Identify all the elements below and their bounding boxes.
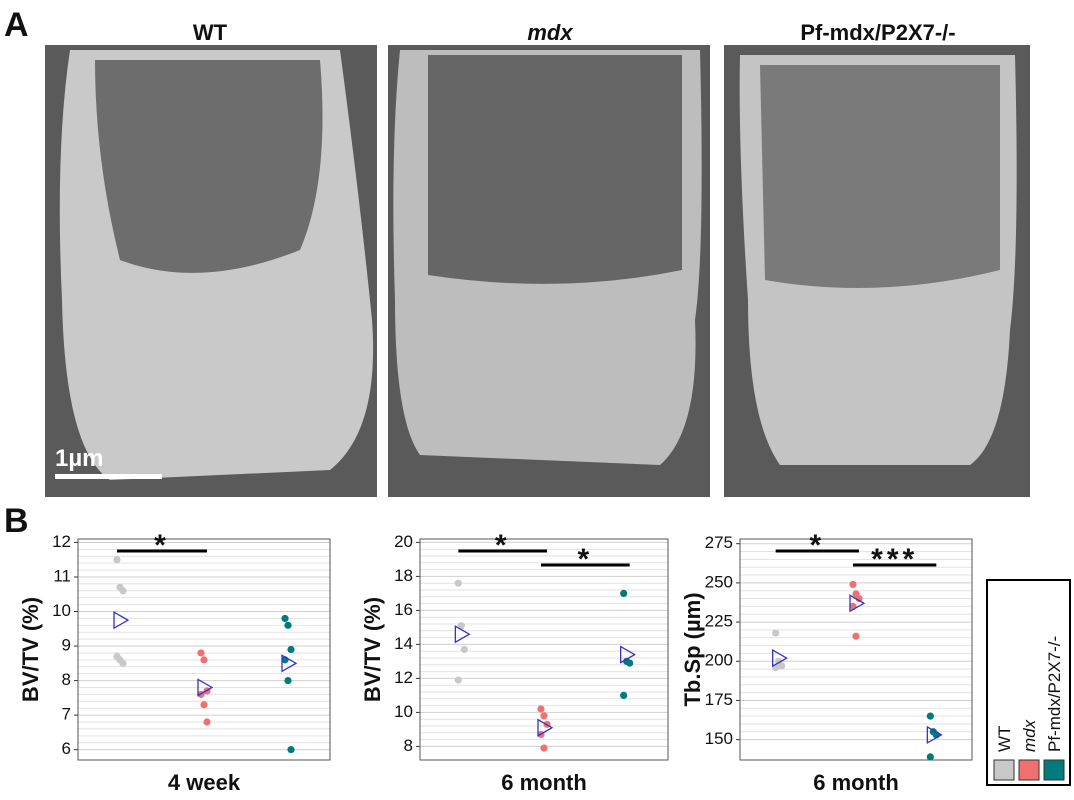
data-point xyxy=(454,579,462,587)
x-axis-label: 4 week xyxy=(168,770,241,795)
micro-ct-image xyxy=(724,45,1030,497)
y-tick-label: 10 xyxy=(394,702,413,721)
y-tick-label: 18 xyxy=(394,566,413,585)
panel-label: B xyxy=(4,502,29,540)
y-tick-label: 225 xyxy=(705,612,733,631)
y-axis-label: Tb.Sp (µm) xyxy=(680,592,705,706)
image-title: mdx xyxy=(527,20,573,45)
significance-label: * xyxy=(495,529,511,562)
y-axis-label: BV/TV (%) xyxy=(18,597,43,702)
mean-marker xyxy=(197,678,214,697)
data-point xyxy=(620,589,628,598)
data-point xyxy=(926,753,934,761)
data-point xyxy=(281,614,289,623)
data-point xyxy=(772,629,780,637)
data-point xyxy=(626,659,634,667)
y-axis-label: BV/TV (%) xyxy=(360,597,385,702)
legend-swatch xyxy=(993,759,1015,781)
y-tick-label: 14 xyxy=(394,634,413,653)
y-tick-label: 175 xyxy=(705,690,733,709)
y-tick-label: 9 xyxy=(62,636,71,655)
data-point xyxy=(119,587,127,595)
significance-label: *** xyxy=(871,543,918,576)
legend-label: mdx xyxy=(1020,719,1039,752)
y-tick-label: 6 xyxy=(62,739,71,758)
significance-label: * xyxy=(154,529,170,562)
significance-label: * xyxy=(577,543,593,576)
data-point xyxy=(849,580,857,589)
legend-swatch xyxy=(1043,759,1065,781)
data-point xyxy=(203,718,211,726)
data-point xyxy=(852,632,860,640)
mean-marker xyxy=(849,594,866,613)
y-tick-label: 16 xyxy=(394,600,413,619)
y-tick-label: 8 xyxy=(62,670,71,689)
data-point xyxy=(197,649,205,657)
data-point xyxy=(113,556,121,564)
y-tick-label: 12 xyxy=(52,532,71,551)
y-tick-label: 200 xyxy=(705,651,733,670)
data-point xyxy=(200,701,208,709)
legend-swatch xyxy=(1018,759,1040,781)
y-tick-label: 250 xyxy=(705,572,733,591)
legend-label: WT xyxy=(995,726,1014,752)
x-axis-label: 6 month xyxy=(501,770,587,795)
scale-bar-label: 1µm xyxy=(55,445,104,472)
data-point xyxy=(620,691,628,700)
mean-marker xyxy=(281,654,298,673)
mean-marker xyxy=(772,649,788,668)
plot-frame xyxy=(739,538,973,761)
data-point xyxy=(454,676,462,684)
legend: WT mdx Pf-mdx/P2X7-/- xyxy=(986,579,1071,786)
mean-marker xyxy=(926,725,943,745)
mean-marker xyxy=(620,645,636,664)
panel-label: A xyxy=(4,6,29,44)
data-point xyxy=(460,645,468,654)
data-point xyxy=(457,622,465,630)
y-tick-label: 7 xyxy=(62,705,71,724)
mean-marker xyxy=(113,611,130,630)
plot-frame xyxy=(419,538,669,761)
data-point xyxy=(537,705,545,713)
y-tick-label: 12 xyxy=(394,668,413,687)
y-tick-label: 11 xyxy=(53,566,71,585)
y-tick-label: 275 xyxy=(705,533,733,552)
data-point xyxy=(200,656,208,664)
data-point xyxy=(540,744,548,752)
x-axis-label: 6 month xyxy=(813,770,899,795)
image-title: Pf-mdx/P2X7-/- xyxy=(800,20,955,45)
data-point xyxy=(778,662,786,670)
data-point xyxy=(284,676,292,685)
micro-ct-image xyxy=(388,45,710,497)
plot-frame xyxy=(77,538,331,761)
y-tick-label: 150 xyxy=(705,729,733,748)
micro-ct-image: 1µm xyxy=(45,45,377,497)
mean-marker xyxy=(537,718,554,737)
data-point xyxy=(540,712,548,720)
data-point xyxy=(287,645,295,654)
mean-marker xyxy=(454,625,471,644)
significance-label: * xyxy=(809,529,825,562)
y-tick-label: 10 xyxy=(52,601,71,620)
data-point xyxy=(287,746,295,754)
y-tick-label: 8 xyxy=(404,736,413,755)
legend-label: Pf-mdx/P2X7-/- xyxy=(1045,636,1064,752)
image-title: WT xyxy=(193,20,228,45)
y-tick-label: 20 xyxy=(394,532,413,551)
data-point xyxy=(855,594,863,603)
data-point xyxy=(284,621,292,629)
data-point xyxy=(119,659,127,667)
data-point xyxy=(926,712,934,720)
